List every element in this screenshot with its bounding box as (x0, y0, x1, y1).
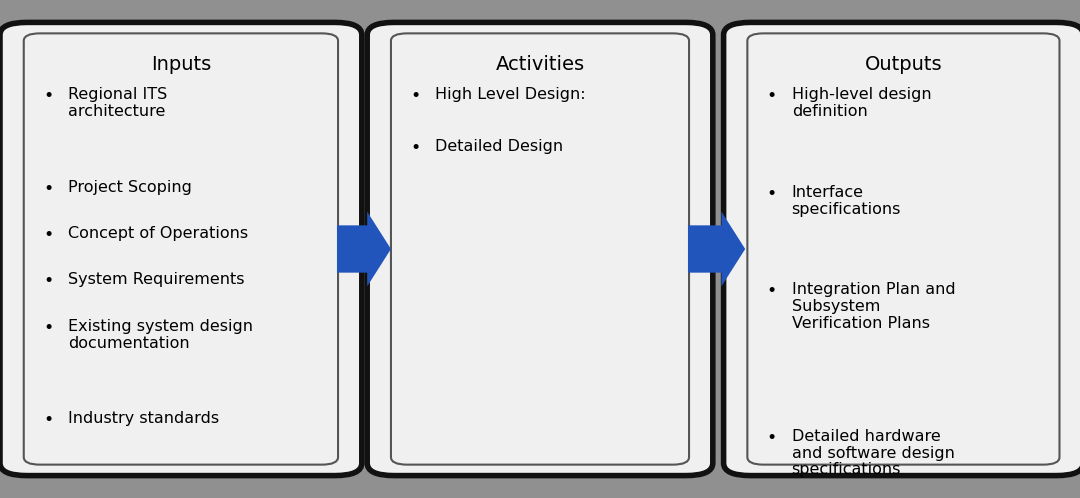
Text: •: • (43, 272, 53, 290)
Text: •: • (43, 411, 53, 429)
FancyArrow shape (337, 212, 391, 286)
Text: •: • (767, 185, 777, 203)
Text: •: • (767, 429, 777, 447)
Text: Activities: Activities (496, 55, 584, 74)
Text: Project Scoping: Project Scoping (68, 180, 192, 195)
Text: •: • (767, 87, 777, 105)
Text: Interface
specifications: Interface specifications (792, 185, 901, 217)
Text: •: • (43, 87, 53, 105)
Text: Detailed Design: Detailed Design (435, 139, 564, 154)
Text: •: • (43, 319, 53, 337)
Text: Detailed hardware
and software design
specifications: Detailed hardware and software design sp… (792, 429, 955, 478)
Text: High Level Design:: High Level Design: (435, 87, 585, 102)
Text: Inputs: Inputs (151, 55, 211, 74)
Text: •: • (410, 87, 420, 105)
Text: System Requirements: System Requirements (68, 272, 244, 287)
Text: Industry standards: Industry standards (68, 411, 219, 426)
Text: High-level design
definition: High-level design definition (792, 87, 931, 119)
FancyBboxPatch shape (724, 22, 1080, 476)
Text: Outputs: Outputs (865, 55, 942, 74)
Text: •: • (43, 180, 53, 198)
Text: Existing system design
documentation: Existing system design documentation (68, 319, 253, 351)
Text: Integration Plan and
Subsystem
Verification Plans: Integration Plan and Subsystem Verificat… (792, 282, 956, 331)
Text: •: • (410, 139, 420, 157)
FancyArrow shape (688, 212, 745, 286)
Text: Concept of Operations: Concept of Operations (68, 226, 248, 241)
Text: Regional ITS
architecture: Regional ITS architecture (68, 87, 167, 119)
Text: •: • (43, 226, 53, 244)
Text: •: • (767, 282, 777, 300)
FancyBboxPatch shape (367, 22, 713, 476)
FancyBboxPatch shape (0, 22, 362, 476)
